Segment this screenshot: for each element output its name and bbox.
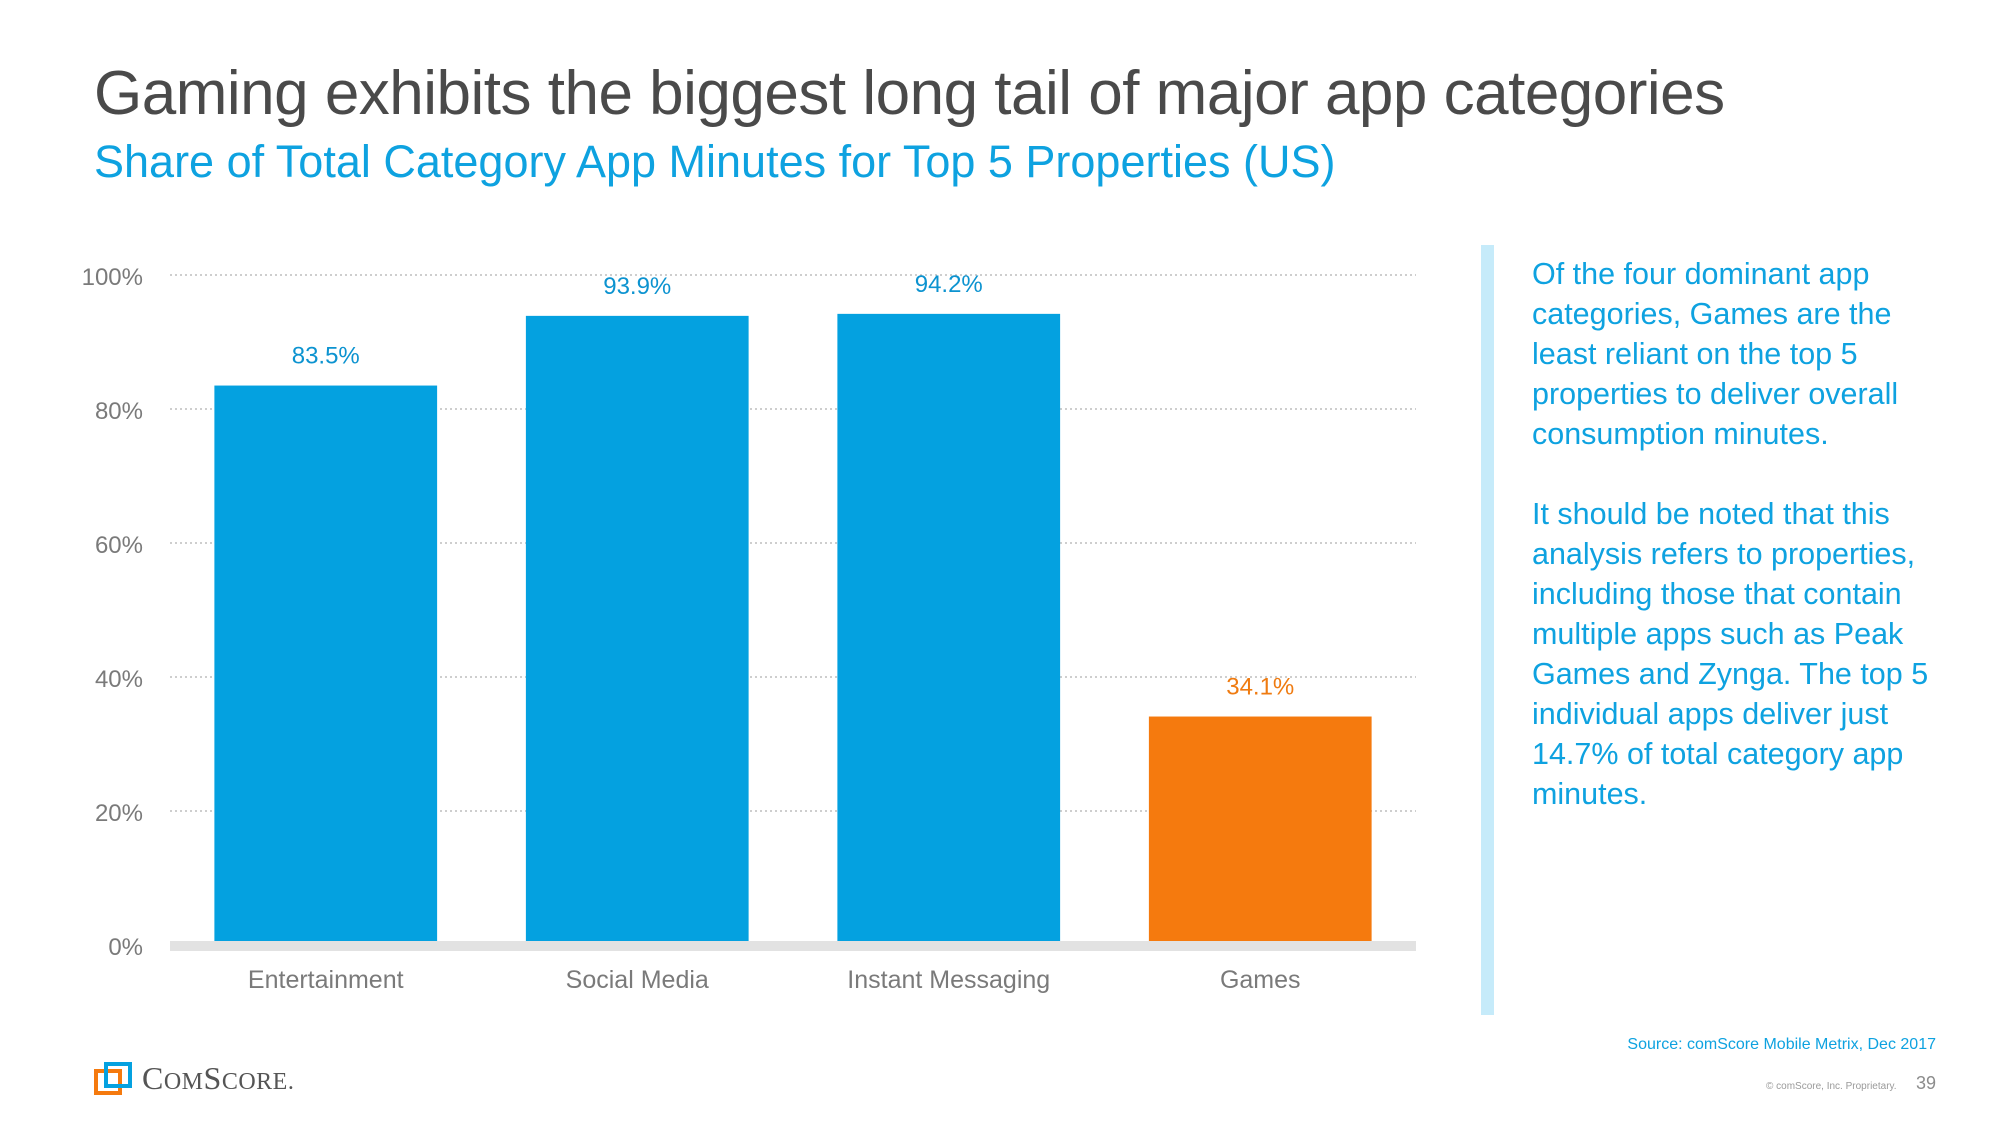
slide-title: Gaming exhibits the biggest long tail of… [94,59,1725,128]
y-tick-label: 20% [95,800,143,827]
x-tick-label: Games [1220,966,1301,994]
y-tick-label: 60% [95,532,143,559]
data-label: 83.5% [292,343,360,370]
commentary-paragraph-1: Of the four dominant app categories, Gam… [1532,257,1899,451]
data-label: 34.1% [1226,674,1294,701]
x-axis-baseline [170,941,1416,951]
bar [1148,716,1372,941]
copyright-note: © comScore, Inc. Proprietary. [1766,1081,1897,1092]
data-label: 93.9% [603,273,671,300]
sidebar-divider [1481,245,1494,1015]
x-tick-label: Social Media [566,966,709,994]
x-tick-label: Instant Messaging [847,966,1050,994]
commentary-panel: Of the four dominant app categories, Gam… [1532,254,1952,854]
comscore-wordmark: COMSCORE. [142,1060,295,1096]
bar [525,315,749,941]
bar [837,313,1061,941]
bar [214,385,438,941]
source-note: Source: comScore Mobile Metrix, Dec 2017 [1627,1036,1936,1053]
page-number: 39 [1916,1073,1937,1093]
bar-chart: 0% 20% 40% 60% 80% 100% 83.5% Entertainment 93.9… [82,264,1416,994]
y-tick-label: 0% [108,934,143,961]
y-tick-label: 80% [95,398,143,425]
y-tick-label: 40% [95,666,143,693]
comscore-logo-icon [94,1061,132,1095]
comscore-logo: COMSCORE. [94,1060,294,1097]
data-label: 94.2% [915,271,983,298]
slide-subtitle: Share of Total Category App Minutes for … [94,136,1336,187]
commentary-paragraph-2: It should be noted that this analysis re… [1532,497,1929,811]
x-tick-label: Entertainment [248,966,404,994]
y-tick-label: 100% [82,264,143,291]
